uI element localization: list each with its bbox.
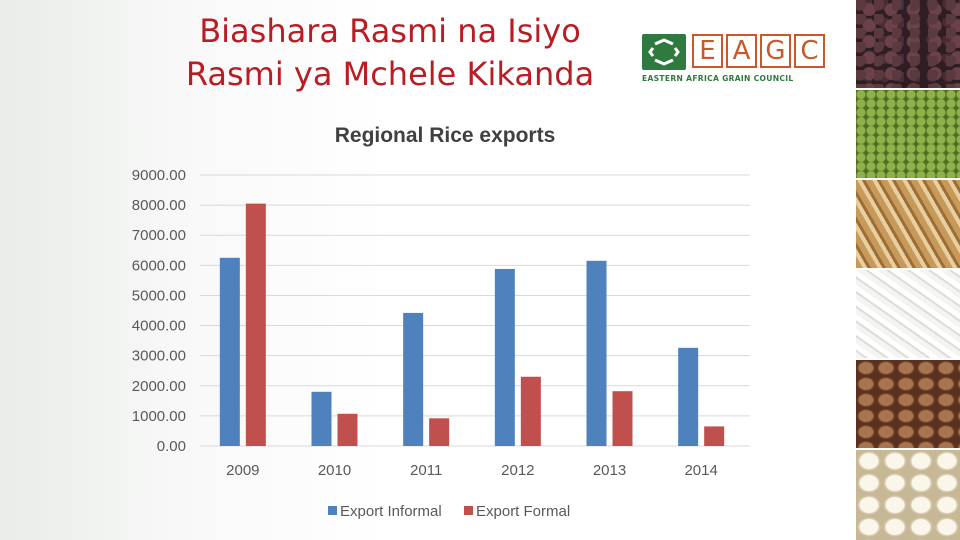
- black-beans-photo: [856, 0, 960, 88]
- bar-formal-2013: [612, 391, 633, 446]
- slide-title: Biashara Rasmi na Isiyo Rasmi ya Mchele …: [100, 10, 680, 96]
- x-tick-label: 2010: [318, 462, 351, 479]
- grain-photo-strip: [856, 0, 960, 540]
- y-tick-label: 3000.00: [132, 348, 186, 365]
- bar-formal-2011: [429, 418, 450, 446]
- white-rice-photo: [856, 270, 960, 358]
- y-tick-label: 2000.00: [132, 378, 186, 395]
- bar-formal-2012: [520, 376, 541, 446]
- y-tick-label: 8000.00: [132, 197, 186, 214]
- bar-informal-2011: [403, 312, 424, 446]
- logo-letter-g: G: [760, 34, 791, 68]
- logo-letter-a: A: [726, 34, 757, 68]
- x-tick-label: 2011: [410, 462, 442, 479]
- y-tick-label: 1000.00: [132, 408, 186, 425]
- bar-formal-2014: [704, 426, 725, 446]
- green-gram-photo: [856, 90, 960, 178]
- x-axis-ticks: 2009 2010 2011 2012 2013 2014: [226, 462, 718, 479]
- bar-informal-2010: [311, 391, 332, 446]
- legend-label: Export Formal: [476, 503, 570, 520]
- bar-formal-2010: [337, 413, 358, 446]
- eagc-logo: E A G C EASTERN AFRICA GRAIN COUNCIL: [640, 32, 840, 88]
- white-maize-photo: [856, 450, 960, 540]
- bar-informal-2012: [494, 268, 515, 446]
- legend-swatch: [328, 506, 337, 515]
- wheat-photo: [856, 180, 960, 268]
- bar-informal-2013: [586, 260, 607, 446]
- y-tick-label: 0.00: [157, 438, 186, 455]
- y-axis-ticks: 0.00 1000.00 2000.00 3000.00 4000.00 5000.00 6…: [132, 167, 186, 455]
- slide-title-line-1: Biashara Rasmi na Isiyo: [199, 12, 581, 50]
- eagc-emblem-icon: [642, 34, 686, 70]
- y-tick-label: 6000.00: [132, 257, 186, 274]
- bar-formal-2009: [245, 203, 266, 446]
- x-tick-label: 2013: [593, 462, 626, 479]
- speckled-beans-photo: [856, 360, 960, 448]
- rice-exports-chart: Regional Rice exports 0.00 1000.00 2000.00…: [132, 124, 750, 520]
- bar-informal-2014: [678, 347, 699, 446]
- logo-letter-e: E: [692, 34, 723, 68]
- logo-letter-c: C: [794, 34, 825, 68]
- legend-swatch: [464, 506, 473, 515]
- y-tick-label: 7000.00: [132, 227, 186, 244]
- x-tick-label: 2012: [501, 462, 534, 479]
- y-tick-label: 4000.00: [132, 318, 186, 335]
- slide-title-line-2: Rasmi ya Mchele Kikanda: [185, 55, 595, 93]
- x-tick-label: 2009: [226, 462, 259, 479]
- chart-title: Regional Rice exports: [335, 124, 556, 147]
- chart-legend: Export Informal Export Formal: [328, 503, 570, 520]
- logo-subtitle: EASTERN AFRICA GRAIN COUNCIL: [642, 74, 794, 83]
- chart-bars: [219, 203, 725, 446]
- legend-label: Export Informal: [340, 503, 442, 520]
- y-tick-label: 9000.00: [132, 167, 186, 184]
- y-tick-label: 5000.00: [132, 287, 186, 304]
- x-tick-label: 2014: [684, 462, 717, 479]
- chart-gridlines: [200, 174, 750, 447]
- bar-informal-2009: [219, 257, 240, 446]
